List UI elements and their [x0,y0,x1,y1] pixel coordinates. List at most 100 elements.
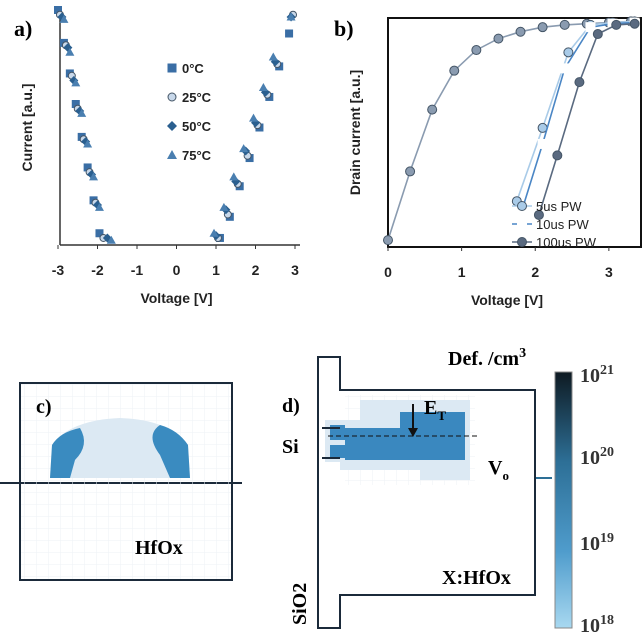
panel-label: d) [282,395,300,417]
series [533,18,640,220]
marker [611,19,622,30]
label-base: 10 [580,447,600,469]
chart: b) 0 1 2 3 Voltage [V] Drain current [a.u.] 5us… [334,16,642,308]
marker [559,19,570,30]
x-axis-label: Voltage [V] [140,290,212,306]
panel-label: a) [14,16,32,41]
panel-label: b) [334,16,354,41]
x-tick-label: 1 [458,264,466,280]
si-label: Si [282,436,299,458]
marker [286,12,296,21]
title-sup: 3 [519,346,526,361]
x-tick-label: 0 [384,264,392,280]
legend-marker [167,92,177,102]
title-text: Def. /cm [448,348,519,370]
vacancy-label: Vo [488,457,509,483]
plot-frame [387,17,642,248]
legend-label: 75°C [182,148,212,163]
colorbar-label: 1021 [580,363,614,387]
marker [537,138,548,149]
colorbar-title: Def. /cm3 [448,346,526,370]
colorbar-label: 1018 [580,613,614,637]
marker [585,22,596,33]
device-box [19,382,233,581]
marker [629,18,640,29]
legend-marker [517,219,527,229]
legend: 0°C 25°C 50°C 75°C [167,61,212,163]
marker [493,33,504,44]
marker [563,47,574,58]
line [519,21,635,216]
legend-label: 25°C [182,90,212,105]
x-tick-label: 0 [173,262,181,278]
x-tick-label: -3 [52,262,65,278]
legend-marker [167,150,177,159]
marker [285,29,294,38]
arrow-head [408,428,418,437]
label-base: 10 [580,615,600,637]
filament-dense [50,428,84,478]
series [383,16,636,246]
label-base: 10 [580,365,600,387]
line [387,20,632,241]
marker [258,83,268,92]
y-axis-label: Current [a.u.] [19,84,35,172]
legend-label: 10us PW [536,217,589,232]
marker [89,172,99,181]
marker [449,65,460,76]
legend-marker [517,201,527,211]
y-axis-label: Drain current [a.u.] [347,70,363,195]
marker [515,209,526,220]
marker [106,235,116,244]
x-tick-label: 3 [605,264,613,280]
chart: a) -3 -2 -1 0 1 2 3 Voltage [V] Current [a.u.] 0°C… [14,6,300,306]
charts: a) -3 -2 -1 0 1 2 3 Voltage [V] Current [a.u.] 0°C… [14,6,642,308]
series [59,12,296,244]
marker [249,113,259,122]
label-exp: 21 [600,363,614,378]
line [516,20,635,202]
x-tick-label: 1 [212,262,220,278]
x-tick-label: -2 [91,262,104,278]
material-label: HfOx [135,537,183,559]
marker [239,144,249,153]
marker [71,78,81,87]
marker [83,139,93,148]
label-base: 10 [580,533,600,555]
legend-label: 5us PW [536,199,582,214]
marker [537,22,548,33]
marker [559,63,570,74]
trap-text: E [424,397,437,419]
colorbar-label: 1019 [580,531,614,555]
marker [471,45,482,56]
colorbar-bar [554,371,573,629]
vacancy-text: V [488,457,503,479]
legend-label: 50°C [182,119,212,134]
series [515,17,640,220]
marker [405,166,416,177]
label-exp: 20 [600,445,614,460]
marker [268,52,278,61]
legend-label: 0°C [182,61,204,76]
marker [59,14,69,23]
marker [229,172,239,181]
panel-d: d) ET Si Vo X:HfOx SiO2 [282,356,552,629]
marker [95,229,104,238]
marker [552,150,563,161]
line [538,22,635,216]
legend-marker [517,237,527,247]
marker [65,47,75,56]
vacancy-sub: o [502,468,509,483]
x-tick-label: 2 [252,262,260,278]
marker [574,77,585,88]
legend: 5us PW 10us PW 100us PW [512,199,597,250]
marker [533,209,544,220]
x-tick-label: -1 [131,262,144,278]
legend-marker [167,63,177,73]
label-exp: 19 [600,531,614,546]
panel-c: c) HfOx [0,382,242,581]
trap-sub: T [437,408,446,423]
